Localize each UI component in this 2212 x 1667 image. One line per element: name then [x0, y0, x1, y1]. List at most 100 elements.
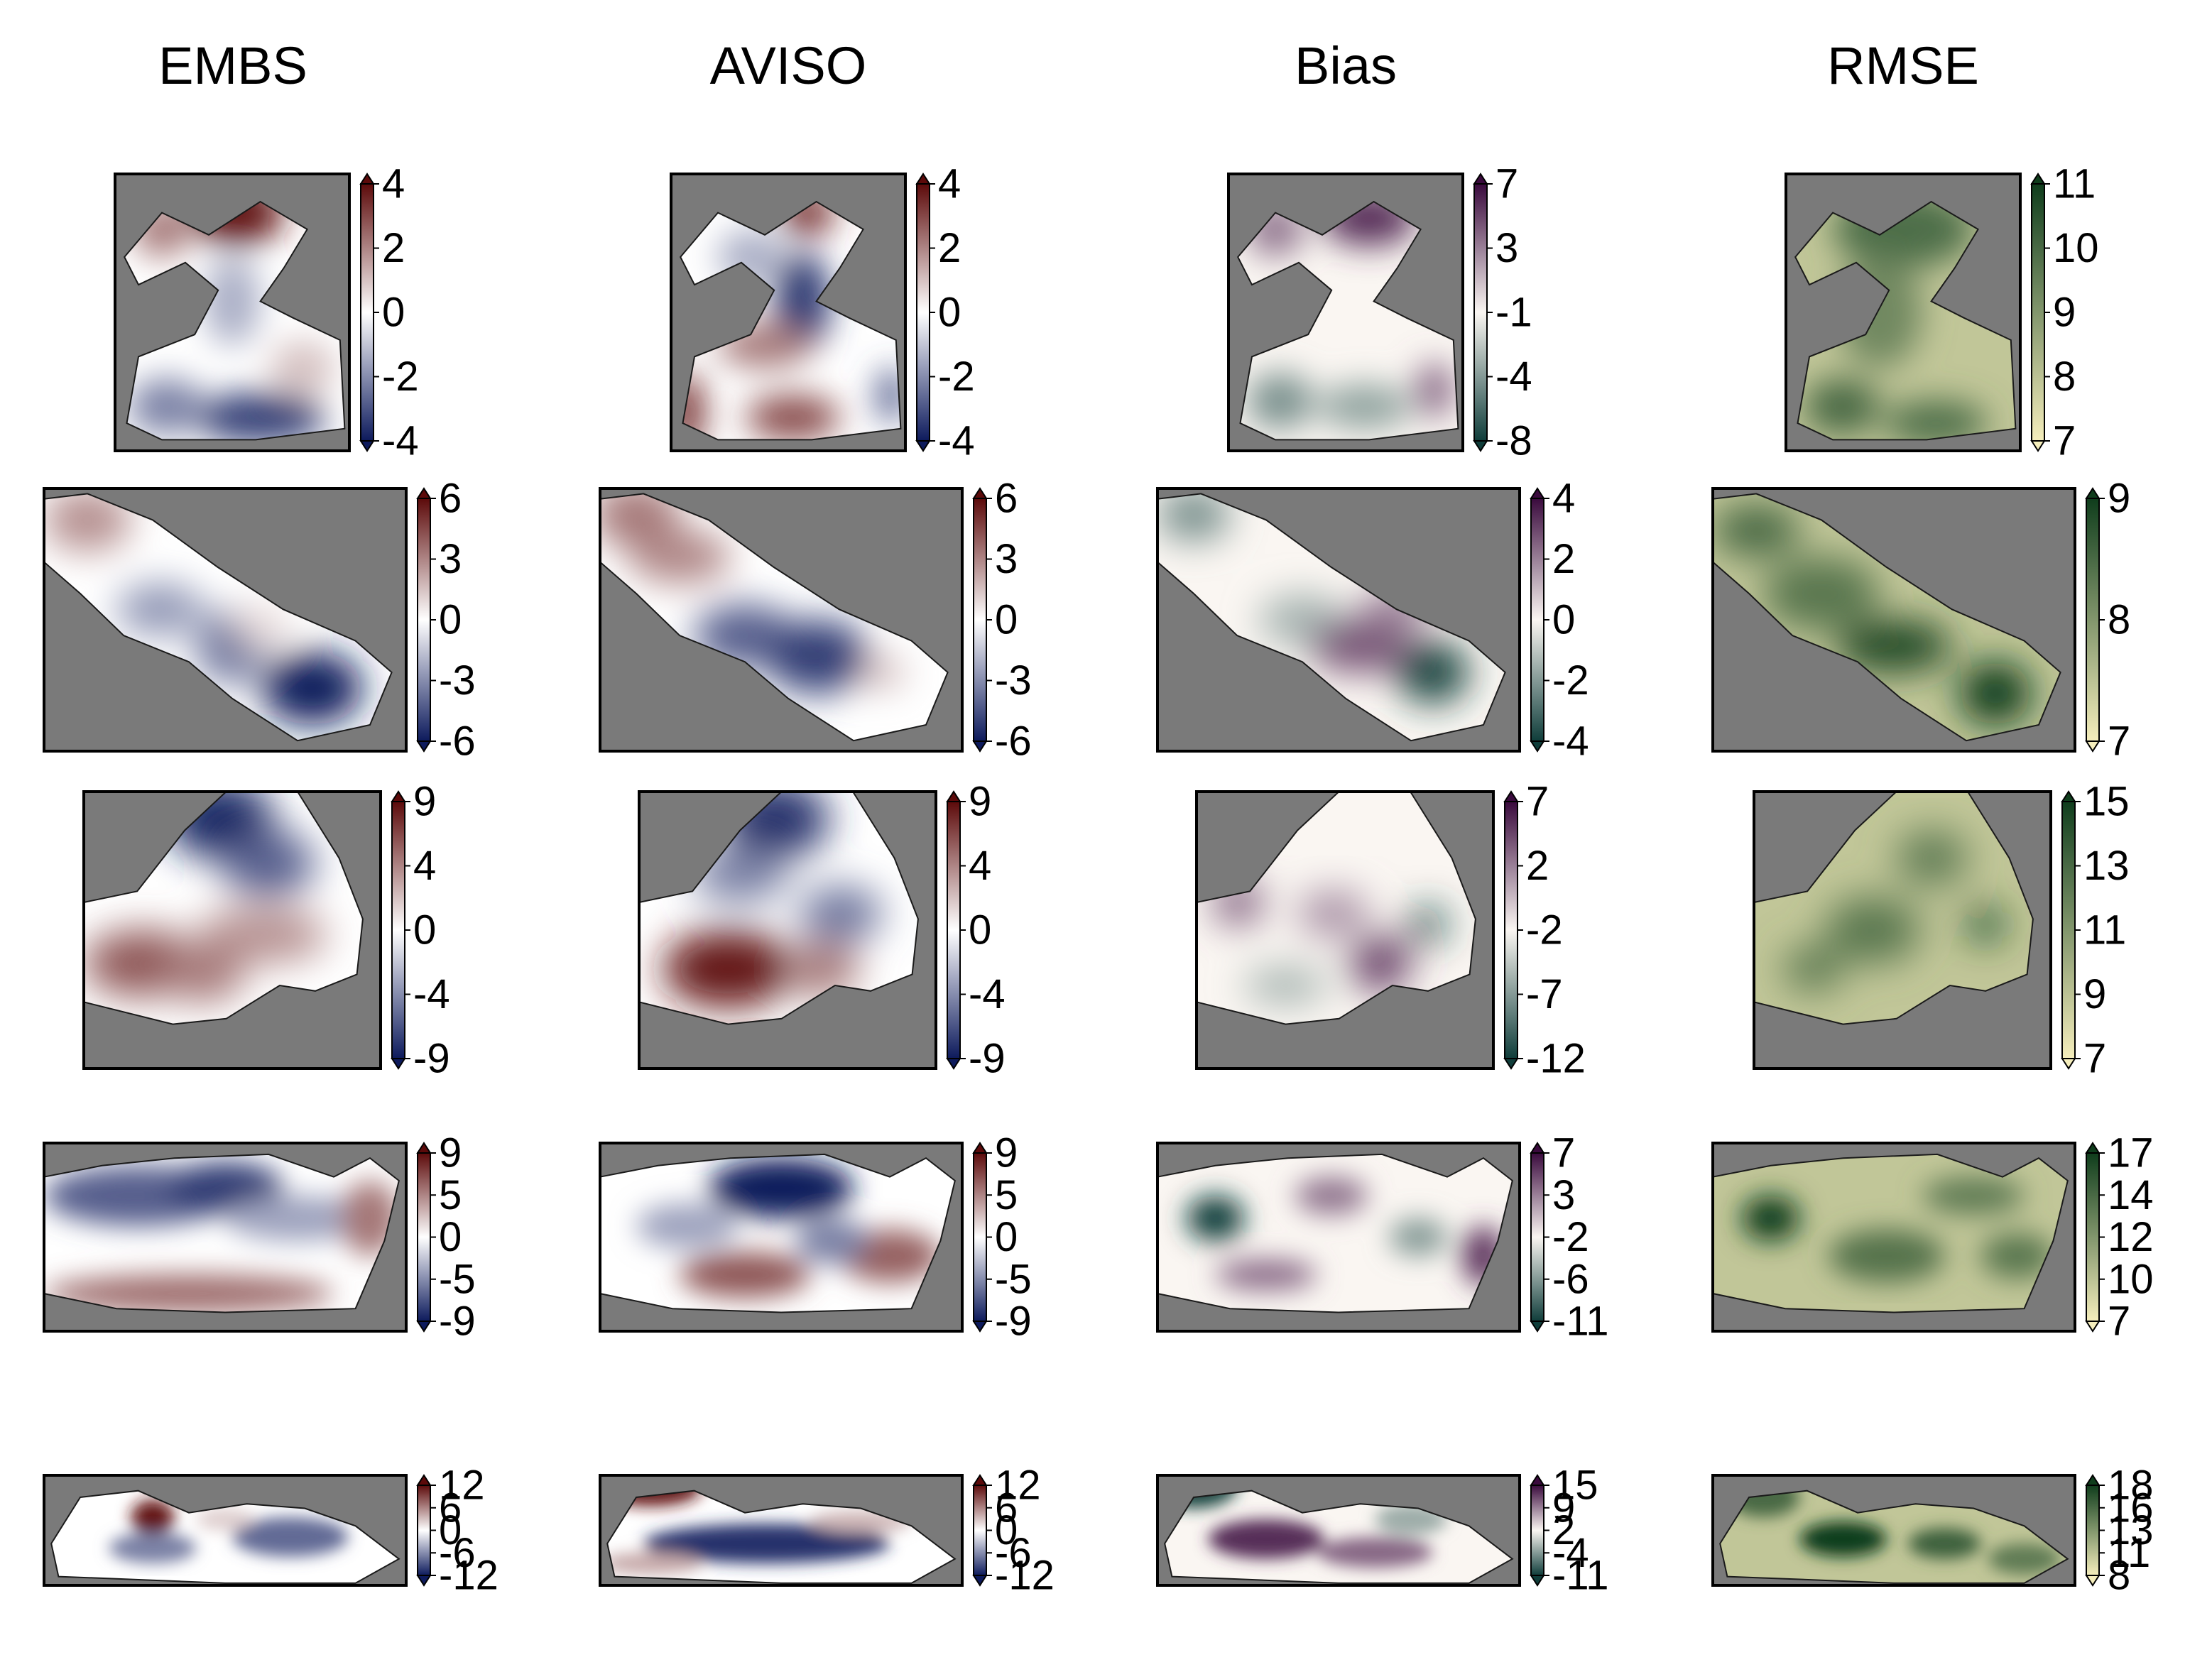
field-anomaly	[680, 1252, 810, 1298]
colorbar-tick-label: 3	[1552, 1172, 1575, 1218]
map-panel-ionian-sea-embs: 9 4 0 -4 -9	[82, 779, 450, 1082]
field-anomaly	[1836, 620, 1952, 672]
colorbar-tick-label: 5	[439, 1172, 462, 1218]
field-anomaly	[1416, 362, 1454, 418]
colorbar: 950-5-9	[972, 1130, 1032, 1345]
field-anomaly	[1727, 1490, 1800, 1517]
map-frame	[599, 487, 964, 753]
coastline	[1196, 791, 1476, 1025]
colorbar-gradient	[1473, 183, 1488, 442]
colorbar-gradient	[973, 498, 987, 742]
colorbar-extend-max	[391, 790, 406, 802]
colorbar-tick-label: 2	[1526, 843, 1549, 889]
colorbar-extend-max	[946, 790, 961, 802]
field-anomaly	[1157, 493, 1230, 541]
colorbar-tick-label: -6	[439, 718, 476, 765]
colorbar-tick-label: 3	[439, 536, 462, 582]
colorbar-extend-max	[1503, 790, 1519, 802]
field-anomaly	[1958, 662, 2032, 725]
colorbar-tick-label: 6	[439, 476, 462, 522]
colorbar-tick-label: -3	[439, 657, 476, 704]
field-anomaly	[1317, 1536, 1433, 1568]
coastline	[1164, 1490, 1514, 1584]
coastline	[1157, 493, 1506, 742]
colorbar-tick-label: 7	[2053, 418, 2076, 464]
colorbar-tick-label: 13	[2108, 1507, 2154, 1553]
field-anomaly	[1186, 1196, 1245, 1241]
colorbar-tick-label: 7	[1495, 161, 1518, 207]
field-anomaly	[663, 930, 794, 1008]
map-panel-ionian-sea-bias: 7 2 -2 -7 -12	[1195, 779, 1586, 1082]
colorbar-tick-label: 17	[2108, 1130, 2154, 1176]
colorbar-extend-min	[1530, 740, 1545, 753]
colorbar-extend-max	[972, 487, 988, 499]
colorbar-tick-label: 9	[1552, 1485, 1575, 1531]
colorbar-tick-label: 6	[995, 1485, 1018, 1531]
field-anomaly	[607, 1552, 702, 1575]
coastline	[43, 1153, 400, 1313]
field-anomaly	[766, 620, 868, 694]
field-anomaly	[1908, 1528, 1981, 1559]
colorbar-extend-min	[2061, 1058, 2076, 1070]
map-panel-levantine-basin-aviso: 950-5-9	[599, 1130, 1032, 1345]
colorbar-tick-label: 12	[995, 1463, 1041, 1509]
colorbar-tick-label: -4	[1552, 1530, 1589, 1576]
colorbar-tick-label: -5	[439, 1256, 476, 1302]
field-anomaly	[44, 493, 131, 552]
colorbar-tick-label: -6	[995, 718, 1032, 765]
field-anomaly	[116, 583, 204, 636]
colorbar-tick-label: -6	[439, 1530, 476, 1576]
map-panel-aegean-sea-aviso: 4 2 0 -2 -4	[670, 161, 975, 464]
colorbar-tick-label: 16	[2108, 1485, 2154, 1531]
sea-field	[51, 1490, 399, 1583]
colorbar: 4 2 0 -2 -4	[1530, 476, 1589, 765]
map-frame	[43, 487, 408, 753]
colorbar-tick-label: -11	[1552, 1299, 1609, 1345]
colorbar-tick-label: 14	[2108, 1172, 2154, 1218]
coastline	[1794, 200, 2017, 441]
colorbar-tick-label: 2	[938, 225, 961, 271]
field-anomaly	[196, 1508, 254, 1531]
field-anomaly	[709, 1158, 854, 1218]
field-anomaly	[1988, 1543, 2061, 1575]
colorbar-tick-label: -4	[413, 971, 450, 1017]
map-panel-levantine-basin-embs: 950-5-9	[43, 1130, 476, 1345]
colorbar-tick-label: 12	[2108, 1214, 2154, 1260]
colorbar-tick-label: 0	[969, 907, 991, 953]
colorbar-extend-max	[2085, 487, 2101, 499]
colorbar-tick-label: 10	[2108, 1256, 2154, 1302]
field-anomaly	[746, 395, 840, 440]
colorbar-tick-label: 9	[969, 779, 991, 825]
colorbar-tick-label: -4	[1495, 354, 1532, 400]
colorbar-tick-label: 0	[1552, 597, 1575, 643]
colorbar-tick-label: 0	[995, 597, 1018, 643]
sea-field	[1713, 493, 2061, 741]
colorbar-tick-label: 4	[382, 161, 405, 207]
map-frame	[43, 1142, 408, 1333]
colorbar: 9 8 7	[2085, 476, 2130, 765]
colorbar-tick-label: 6	[995, 476, 1018, 522]
sea-field	[600, 493, 948, 741]
colorbar-tick-label: 8	[2053, 354, 2076, 400]
coastline	[50, 1490, 401, 1584]
map-panel-adriatic-sea-embs: 6 3 0 -3 -6	[43, 476, 476, 765]
colorbar: 9 4 0 -4 -9	[946, 779, 1006, 1082]
colorbar-gradient	[1530, 1485, 1544, 1576]
column-title-bias: Bias	[1295, 36, 1397, 95]
colorbar-tick-label: -9	[413, 1036, 450, 1082]
colorbar: 7 2 -2 -7 -12	[1503, 779, 1586, 1082]
colorbar-tick-label: -4	[382, 418, 419, 464]
colorbar-extend-min	[416, 1575, 432, 1587]
colorbar: 73-2-6-11	[1530, 1130, 1609, 1345]
colorbar-tick-label: 10	[2053, 225, 2099, 271]
colorbar-tick-label: 11	[2108, 1530, 2150, 1576]
field-anomaly	[261, 651, 363, 725]
colorbar-extend-min	[1503, 1058, 1519, 1070]
map-frame	[1227, 173, 1464, 452]
colorbar-tick-label: -12	[1526, 1036, 1586, 1082]
colorbar-tick-label: -12	[995, 1553, 1055, 1599]
field-anomaly	[774, 251, 831, 351]
